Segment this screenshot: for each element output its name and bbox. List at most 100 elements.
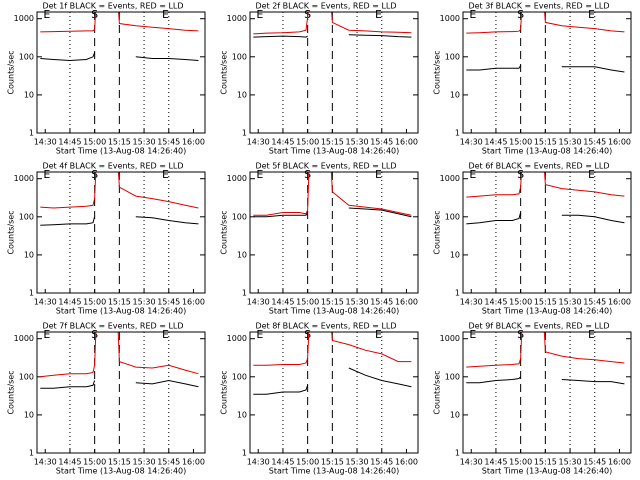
- y-tick-label: 1: [455, 289, 460, 298]
- x-tick-label: 15:30: [559, 138, 582, 147]
- x-axis-label: Start Time (13-Aug-08 14:26:40): [269, 467, 400, 476]
- panel: Det 1f BLACK = Events, RED = LLD Start Ti…: [7, 2, 206, 156]
- x-tick-label: 14:45: [484, 298, 507, 307]
- x-tick-label: 15:30: [346, 458, 369, 467]
- annotation: E: [588, 8, 595, 21]
- x-axis-label: Start Time (13-Aug-08 14:26:40): [269, 307, 400, 316]
- y-tick-label: 1: [455, 449, 460, 458]
- x-tick-label: 14:45: [58, 138, 81, 147]
- annotation: S: [91, 328, 98, 341]
- y-tick-label: 10: [450, 90, 460, 99]
- panel: Det 8f BLACK = Events, RED = LLD Start Ti…: [220, 322, 419, 476]
- x-tick-label: 15:30: [559, 458, 582, 467]
- y-axis-label: Counts/sec: [220, 370, 229, 414]
- y-tick-label: 100: [19, 52, 34, 61]
- chart-title: Det 4f BLACK = Events, RED = LLD: [42, 162, 183, 171]
- x-tick-label: 15:15: [108, 138, 131, 147]
- x-tick-label: 16:00: [608, 298, 631, 307]
- series-line: [466, 172, 625, 198]
- y-tick-label: 100: [232, 212, 247, 221]
- x-tick-label: 15:45: [157, 458, 180, 467]
- y-tick-label: 1000: [227, 14, 247, 23]
- y-tick-label: 1: [242, 449, 247, 458]
- annotation: E: [588, 328, 595, 341]
- series-line: [253, 34, 412, 38]
- x-tick-label: 14:45: [271, 138, 294, 147]
- x-tick-label: 15:00: [509, 138, 532, 147]
- series-line: [253, 207, 412, 218]
- x-tick-label: 15:30: [559, 298, 582, 307]
- x-tick-label: 15:15: [321, 138, 344, 147]
- y-tick-label: 100: [19, 212, 34, 221]
- annotation: E: [162, 8, 169, 21]
- x-tick-label: 14:30: [247, 138, 270, 147]
- x-tick-label: 14:45: [484, 138, 507, 147]
- x-axis-label: Start Time (13-Aug-08 14:26:40): [56, 147, 187, 156]
- series-line: [466, 212, 625, 225]
- y-axis-label: Counts/sec: [220, 210, 229, 254]
- y-tick-label: 10: [24, 410, 34, 419]
- x-tick-label: 15:30: [133, 298, 156, 307]
- series-line: [253, 367, 412, 395]
- y-tick-label: 1000: [227, 174, 247, 183]
- y-tick-label: 1: [242, 129, 247, 138]
- x-tick-label: 15:30: [346, 138, 369, 147]
- series-line: [40, 379, 199, 389]
- y-tick-label: 100: [445, 372, 460, 381]
- series-line: [253, 12, 412, 35]
- annotation: E: [162, 168, 169, 181]
- x-tick-label: 15:00: [83, 138, 106, 147]
- chart-title: Det 3f BLACK = Events, RED = LLD: [468, 2, 609, 11]
- plot-frame: [462, 11, 632, 134]
- panel: Det 6f BLACK = Events, RED = LLD Start Ti…: [433, 162, 632, 316]
- x-tick-label: 15:45: [370, 138, 393, 147]
- x-tick-label: 15:00: [83, 458, 106, 467]
- annotation: E: [256, 168, 263, 181]
- y-tick-label: 1000: [440, 334, 460, 343]
- y-tick-label: 1000: [440, 174, 460, 183]
- chart-title: Det 5f BLACK = Events, RED = LLD: [255, 162, 396, 171]
- y-tick-label: 10: [24, 90, 34, 99]
- x-axis-label: Start Time (13-Aug-08 14:26:40): [482, 147, 613, 156]
- x-tick-label: 15:15: [108, 458, 131, 467]
- y-tick-label: 1: [29, 129, 34, 138]
- x-tick-label: 16:00: [182, 298, 205, 307]
- y-tick-label: 1: [29, 449, 34, 458]
- x-tick-label: 16:00: [395, 298, 418, 307]
- y-tick-label: 10: [450, 410, 460, 419]
- x-axis-label: Start Time (13-Aug-08 14:26:40): [482, 467, 613, 476]
- y-tick-label: 100: [445, 52, 460, 61]
- x-tick-label: 15:00: [296, 138, 319, 147]
- panel: Det 7f BLACK = Events, RED = LLD Start Ti…: [7, 322, 206, 476]
- x-tick-label: 16:00: [182, 138, 205, 147]
- y-axis-label: Counts/sec: [220, 50, 229, 94]
- x-tick-label: 14:30: [460, 458, 483, 467]
- annotation: S: [517, 8, 524, 21]
- y-tick-label: 100: [232, 52, 247, 61]
- annotation: E: [43, 168, 50, 181]
- annotation: E: [375, 328, 382, 341]
- x-tick-label: 14:45: [271, 458, 294, 467]
- plot-frame: [249, 171, 419, 294]
- series-line: [466, 12, 625, 34]
- x-tick-label: 15:15: [534, 138, 557, 147]
- y-axis-label: Counts/sec: [7, 50, 16, 94]
- annotation: E: [588, 168, 595, 181]
- y-tick-label: 1: [455, 129, 460, 138]
- plot-frame: [462, 331, 632, 454]
- y-axis-label: Counts/sec: [7, 370, 16, 414]
- x-tick-label: 15:15: [321, 298, 344, 307]
- x-tick-label: 16:00: [395, 138, 418, 147]
- y-axis-label: Counts/sec: [433, 210, 442, 254]
- x-tick-label: 14:45: [484, 458, 507, 467]
- y-axis-label: Counts/sec: [433, 50, 442, 94]
- series-line: [40, 332, 199, 378]
- chart-title: Det 7f BLACK = Events, RED = LLD: [42, 322, 183, 331]
- series-line: [253, 332, 412, 366]
- x-tick-label: 14:30: [460, 138, 483, 147]
- annotation: E: [256, 8, 263, 21]
- chart-title: Det 6f BLACK = Events, RED = LLD: [468, 162, 609, 171]
- annotation: S: [517, 168, 524, 181]
- annotation: E: [469, 8, 476, 21]
- series-line: [466, 65, 625, 73]
